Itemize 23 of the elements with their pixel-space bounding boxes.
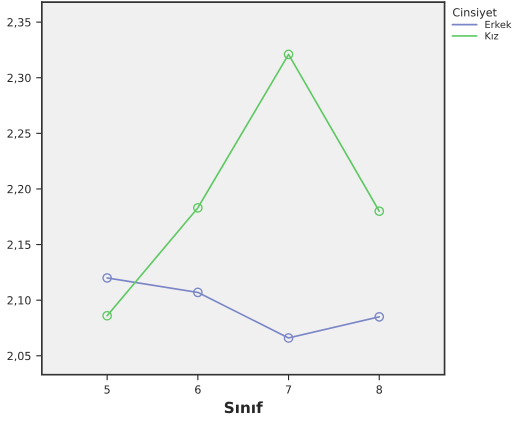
y-tick-label: 2,15: [8, 240, 30, 250]
y-tick-label: 2,05: [8, 352, 30, 362]
point: [374, 206, 384, 216]
x-tick-label: 6: [195, 385, 201, 394]
y-tick-label: 2,20: [8, 184, 31, 194]
y-tick-label: 2,30: [8, 74, 31, 84]
x-tick-label: 8: [376, 385, 382, 394]
point: [192, 203, 203, 213]
x-tick-label: 7: [286, 385, 292, 394]
y-tick-label: 2,25: [8, 129, 30, 139]
x-tick-label: 5: [104, 385, 110, 394]
point: [284, 333, 294, 343]
y-tick-label: 2,35: [8, 18, 30, 28]
point: [374, 312, 384, 322]
y-tick-label: 2,10: [8, 296, 31, 306]
point: [102, 273, 112, 283]
point: [192, 288, 203, 298]
legend-label: Erkek: [485, 20, 512, 28]
point: [102, 310, 112, 321]
x-axis-title: Sınıf: [224, 401, 263, 414]
legend-label: Kız: [485, 32, 498, 40]
point: [284, 50, 294, 60]
legend-title: Cinsiyet: [453, 8, 497, 19]
